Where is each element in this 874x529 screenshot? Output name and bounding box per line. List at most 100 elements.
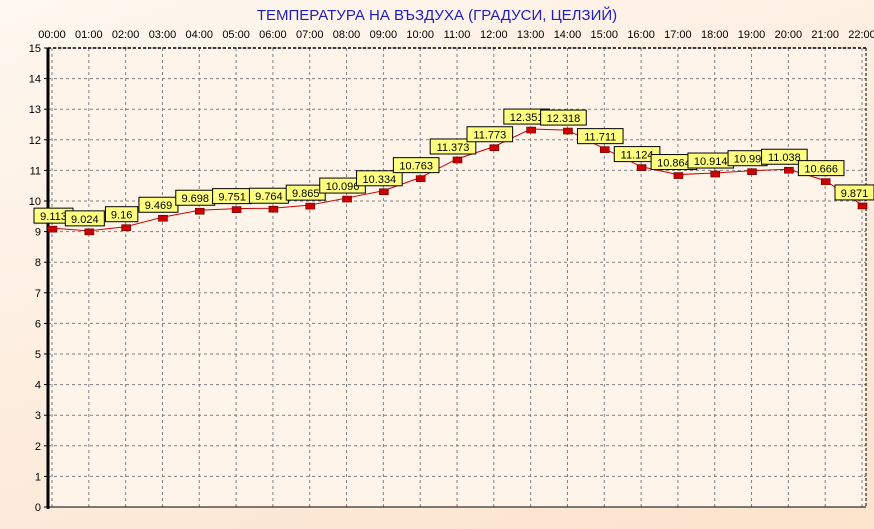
data-label: 11.373 (437, 142, 470, 154)
data-label: 12.351 (510, 112, 544, 124)
data-label: 12.318 (547, 113, 581, 125)
data-label: 11.711 (584, 132, 616, 144)
data-point (231, 206, 242, 213)
x-tick-label: 17:00 (664, 29, 692, 41)
data-label: 9.024 (71, 214, 99, 226)
data-label: 10.99 (734, 154, 762, 166)
x-tick-label: 08:00 (333, 29, 361, 41)
data-labels: 9.113 9.024 9.16 9.469 9.698 9.751 9.764 9.865 1… (33, 108, 874, 227)
data-label-box (576, 128, 624, 145)
y-tick-label: 1 (35, 471, 41, 483)
x-tick-label: 03:00 (149, 29, 177, 41)
data-point (563, 127, 573, 135)
y-tick-label: 10 (29, 196, 41, 208)
y-tick-label: 7 (35, 288, 41, 300)
data-label-box (540, 109, 587, 126)
data-label: 10.096 (326, 181, 360, 193)
data-point (857, 202, 868, 210)
chart-title: ТЕМПЕРАТУРА НА ВЪЗДУХА (ГРАДУСИ, ЦЕЛЗИЙ) (257, 6, 617, 24)
y-tick-label: 0 (35, 502, 41, 514)
data-label: 11.038 (768, 152, 801, 164)
x-tick-label: 14:00 (554, 29, 582, 41)
y-tick-label: 12 (29, 135, 41, 147)
data-label: 10.666 (804, 164, 838, 176)
data-point (599, 146, 610, 153)
data-label: 9.469 (145, 200, 173, 212)
y-tick-label: 9 (35, 227, 41, 239)
data-label: 9.751 (218, 192, 246, 204)
data-label-box (64, 210, 105, 227)
x-tick-label: 18:00 (701, 29, 729, 41)
x-tick-label: 04:00 (186, 29, 214, 41)
x-tick-label: 11:00 (444, 29, 471, 41)
x-tick-label: 09:00 (370, 29, 398, 41)
data-label: 9.698 (182, 193, 210, 205)
y-tick-label: 14 (29, 74, 41, 86)
data-point (452, 156, 463, 164)
data-point (747, 168, 757, 176)
data-label: 10.334 (363, 174, 397, 186)
y-tick-label: 13 (29, 104, 41, 116)
data-label: 9.16 (111, 210, 132, 222)
y-tick-label: 4 (35, 380, 41, 392)
grid (48, 47, 866, 507)
data-label: 10.763 (399, 161, 433, 173)
x-tick-label: 05:00 (222, 29, 250, 41)
data-point (84, 228, 95, 236)
series (47, 126, 868, 236)
data-point (526, 126, 536, 134)
x-tick-label: 01:00 (75, 29, 103, 41)
x-tick-label: 21:00 (811, 29, 839, 41)
x-tick-label: 12:00 (480, 29, 508, 41)
data-label-box (466, 126, 514, 143)
data-point (489, 144, 500, 152)
data-point (268, 205, 279, 213)
data-point (673, 172, 684, 179)
y-tick-label: 11 (30, 165, 41, 177)
data-label-box (392, 157, 440, 174)
data-label: 9.764 (255, 191, 283, 203)
y-tick-label: 5 (35, 349, 41, 361)
data-label-box (104, 206, 139, 223)
y-tick-label: 3 (35, 410, 41, 422)
data-point (379, 188, 389, 196)
data-point (636, 164, 647, 171)
x-tick-label: 22:00 (848, 29, 874, 41)
data-label: 11.124 (621, 150, 654, 162)
data-label-box (797, 160, 845, 177)
x-tick-label: 10:00 (406, 29, 434, 41)
data-label: 10.864 (657, 158, 691, 170)
data-label: 11.773 (473, 130, 506, 142)
data-label: 9.871 (841, 188, 869, 200)
y-tick-label: 2 (35, 441, 41, 453)
x-tick-label: 20:00 (775, 29, 803, 41)
data-point (305, 202, 316, 210)
data-point (415, 175, 426, 182)
x-tick-label: 15:00 (591, 29, 619, 41)
data-point (820, 178, 831, 185)
data-label: 9.113 (40, 211, 67, 223)
data-point (121, 224, 131, 232)
data-label: 9.865 (292, 188, 320, 200)
data-point (710, 170, 721, 178)
data-point (784, 166, 794, 174)
data-label-box (761, 148, 808, 165)
data-label: 10.914 (694, 156, 728, 168)
data-point (342, 195, 352, 203)
x-tick-label: 06:00 (259, 29, 287, 41)
x-tick-label: 16:00 (627, 29, 655, 41)
data-point (194, 207, 205, 215)
y-tick-label: 8 (35, 257, 41, 269)
x-tick-label: 19:00 (738, 29, 766, 41)
x-tick-label: 00:00 (38, 29, 66, 41)
data-label-box (356, 170, 403, 187)
x-tick-label: 07:00 (296, 29, 324, 41)
data-label-box (834, 184, 874, 201)
x-tick-label: 13:00 (517, 29, 545, 41)
data-point (47, 225, 58, 233)
data-label-box (429, 138, 477, 155)
y-tick-label: 6 (35, 318, 41, 330)
data-point (158, 214, 168, 222)
